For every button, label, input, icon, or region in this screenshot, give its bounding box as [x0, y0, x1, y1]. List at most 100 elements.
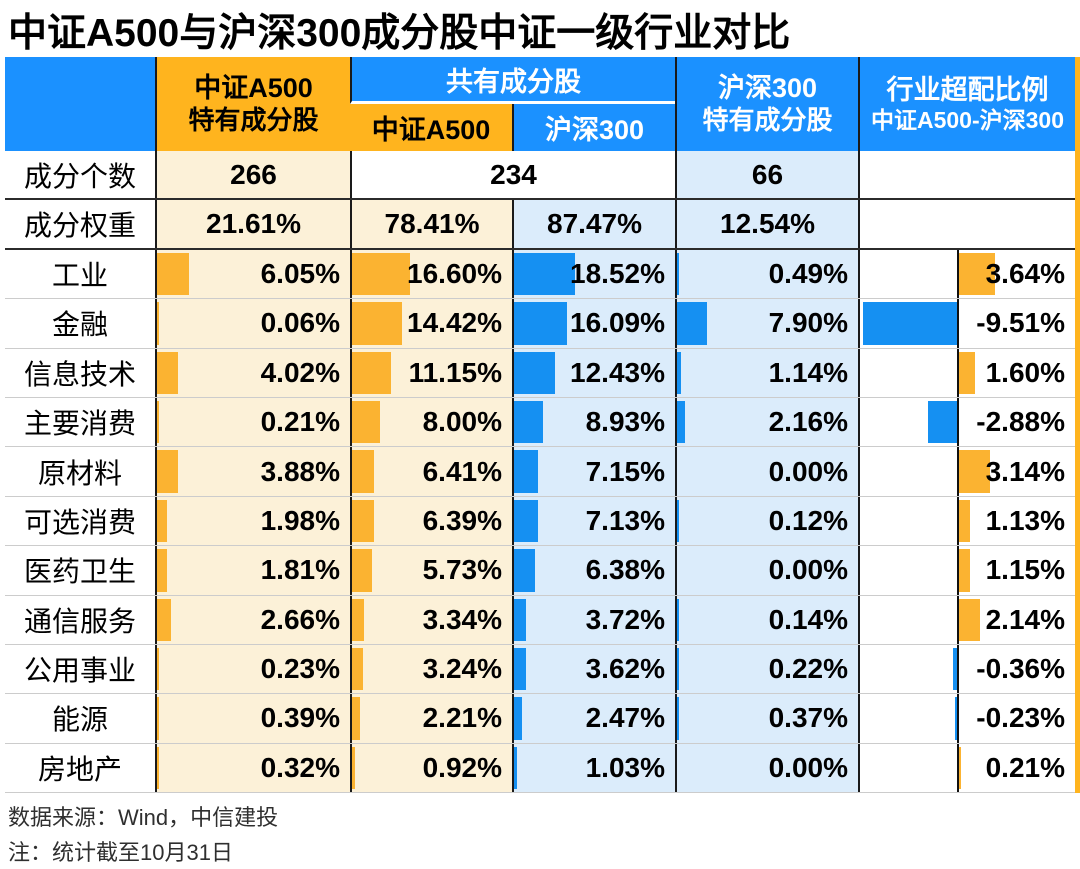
shared-hs300-cell: 12.43%	[512, 348, 675, 397]
overweight-bar	[954, 697, 957, 740]
zero-axis-line	[957, 743, 959, 793]
table-header: 中证A500 特有成分股 共有成分股 中证A500 沪深300 沪深300 特有…	[5, 57, 1075, 151]
overweight-value: -9.51%	[976, 307, 1065, 339]
stats-cutoff-note: 注：统计截至10月31日	[8, 840, 233, 865]
unique-a500-bar	[157, 252, 190, 296]
industry-label: 主要消费	[5, 397, 155, 447]
header-shared-group: 共有成分股 中证A500 沪深300	[350, 57, 675, 151]
table-right-accent-strip	[1075, 57, 1080, 793]
shared-hs300-value: 2.47%	[585, 702, 665, 734]
industry-label: 公用事业	[5, 644, 155, 694]
overweight-bar	[959, 598, 981, 641]
unique-hs300-value: 0.49%	[768, 257, 848, 289]
unique-a500-value: 4.02%	[260, 356, 340, 388]
zero-axis-line	[957, 447, 959, 496]
zero-axis-line	[957, 397, 959, 447]
overweight-value: 1.15%	[985, 554, 1065, 586]
shared-hs300-value: 3.62%	[585, 653, 665, 685]
industry-row: 能源 0.39% 2.21% 2.47% 0.37% -0.23%	[5, 694, 1075, 744]
shared-a500-value: 6.39%	[422, 504, 502, 536]
unique-a500-bar	[157, 647, 159, 691]
unique-hs300-value: 0.00%	[768, 455, 848, 487]
header-shared-group-label: 共有成分股	[350, 57, 675, 104]
unique-a500-value: 0.23%	[260, 653, 340, 685]
industry-label: 通信服务	[5, 595, 155, 644]
industry-label: 工业	[5, 249, 155, 299]
unique-hs300-value: 1.14%	[768, 356, 848, 388]
count-unique-a500-value: 266	[230, 158, 277, 190]
unique-a500-bar	[157, 598, 172, 641]
unique-a500-cell: 2.66%	[155, 595, 350, 644]
shared-a500-value: 5.73%	[422, 554, 502, 586]
industry-row: 原材料 3.88% 6.41% 7.15% 0.00% 3.14%	[5, 447, 1075, 497]
shared-a500-cell: 2.21%	[350, 694, 512, 743]
zero-axis-line	[957, 546, 959, 595]
overweight-bar	[862, 302, 957, 345]
header-hs300-unique-line1: 沪深300	[717, 72, 818, 103]
header-csia500-unique: 中证A500 特有成分股	[155, 57, 350, 151]
unique-hs300-value: 7.90%	[768, 307, 848, 339]
count-unique-hs300-cell: 66	[675, 151, 858, 199]
zero-axis-line	[957, 496, 959, 546]
zero-axis-line	[957, 299, 959, 348]
unique-hs300-cell: 0.49%	[675, 249, 858, 299]
shared-a500-cell: 6.39%	[350, 496, 512, 546]
footer: 数据来源：Wind，中信建投 注：统计截至10月31日	[8, 800, 278, 869]
weight-unique-a500-cell: 21.61%	[155, 200, 350, 248]
unique-hs300-value: 0.37%	[768, 702, 848, 734]
industry-label: 原材料	[5, 447, 155, 496]
count-row-label: 成分个数	[5, 151, 155, 199]
shared-a500-bar	[352, 746, 356, 790]
header-hs300-unique-line2: 特有成分股	[702, 104, 833, 135]
zero-axis-line	[957, 348, 959, 397]
unique-a500-bar	[157, 400, 159, 444]
header-corner-cell	[5, 57, 155, 151]
unique-a500-bar	[157, 302, 159, 345]
unique-a500-value: 6.05%	[260, 257, 340, 289]
shared-hs300-bar	[514, 499, 538, 543]
overweight-cell: -0.36%	[858, 644, 1075, 694]
industry-row: 信息技术 4.02% 11.15% 12.43% 1.14% 1.60%	[5, 348, 1075, 398]
industry-label: 可选消费	[5, 496, 155, 546]
unique-hs300-bar	[677, 302, 708, 345]
shared-a500-cell: 11.15%	[350, 348, 512, 397]
overweight-cell: -2.88%	[858, 397, 1075, 447]
shared-a500-bar	[352, 450, 375, 493]
shared-a500-bar	[352, 499, 375, 543]
overweight-bar	[959, 252, 996, 296]
shared-a500-cell: 14.42%	[350, 299, 512, 348]
industry-label: 信息技术	[5, 348, 155, 397]
unique-a500-value: 0.39%	[260, 702, 340, 734]
overweight-bar	[959, 549, 971, 592]
overweight-cell: 1.13%	[858, 496, 1075, 546]
overweight-cell: 3.64%	[858, 249, 1075, 299]
shared-hs300-value: 1.03%	[585, 751, 665, 783]
overweight-bar	[959, 746, 962, 790]
header-hs300-unique: 沪深300 特有成分股	[675, 57, 858, 151]
overweight-value: -2.88%	[976, 406, 1065, 438]
unique-hs300-cell: 0.22%	[675, 644, 858, 694]
zero-axis-line	[957, 644, 959, 694]
industry-row: 公用事业 0.23% 3.24% 3.62% 0.22% -0.36%	[5, 644, 1075, 695]
shared-a500-cell: 0.92%	[350, 743, 512, 793]
unique-a500-value: 0.06%	[260, 307, 340, 339]
shared-hs300-cell: 3.72%	[512, 595, 675, 644]
zero-axis-line	[957, 249, 959, 299]
unique-a500-bar	[157, 746, 159, 790]
shared-a500-bar	[352, 697, 360, 740]
shared-a500-cell: 5.73%	[350, 546, 512, 595]
overweight-cell: 3.14%	[858, 447, 1075, 496]
overweight-cell: 1.15%	[858, 546, 1075, 595]
shared-a500-bar	[352, 598, 364, 641]
shared-hs300-bar	[514, 400, 544, 444]
shared-hs300-cell: 3.62%	[512, 644, 675, 694]
unique-a500-value: 1.81%	[260, 554, 340, 586]
unique-hs300-cell: 1.14%	[675, 348, 858, 397]
overweight-value: -0.36%	[976, 653, 1065, 685]
overweight-cell: -0.23%	[858, 694, 1075, 743]
unique-hs300-value: 2.16%	[768, 406, 848, 438]
overweight-value: 0.21%	[985, 751, 1065, 783]
shared-hs300-cell: 8.93%	[512, 397, 675, 447]
industry-row: 可选消费 1.98% 6.39% 7.13% 0.12% 1.13%	[5, 496, 1075, 547]
count-unique-hs300-value: 66	[751, 158, 784, 190]
